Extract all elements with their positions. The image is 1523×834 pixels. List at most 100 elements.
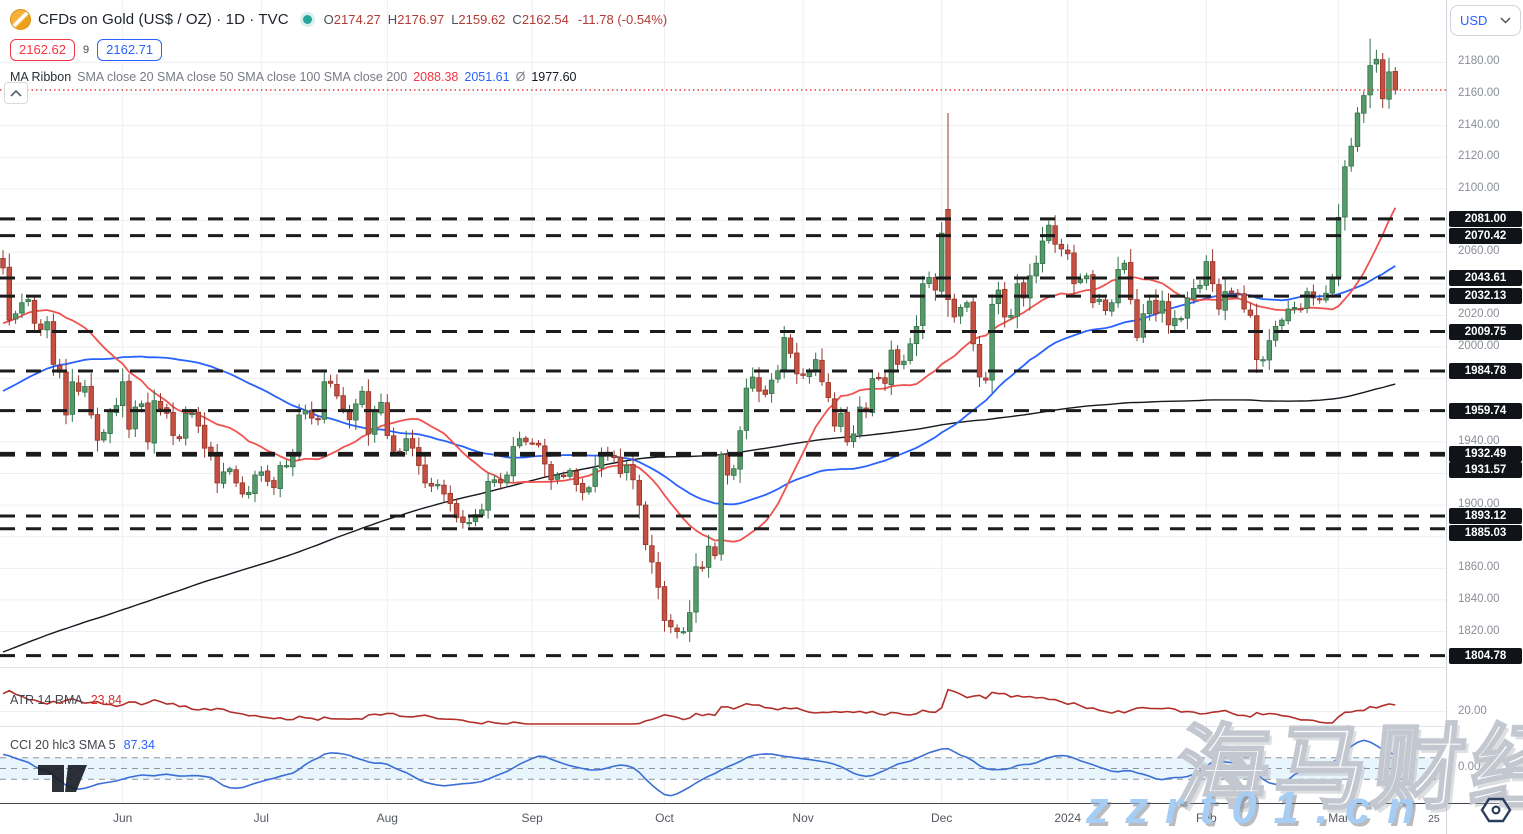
candle-body xyxy=(775,370,781,380)
candle-body xyxy=(151,400,157,444)
candle-body xyxy=(1279,319,1285,326)
candle-body xyxy=(1285,308,1291,322)
candle-body xyxy=(1216,284,1222,310)
sell-button[interactable]: 2162.62 xyxy=(10,38,75,61)
candle-body xyxy=(920,283,926,326)
candle-body xyxy=(1115,269,1121,304)
candle-body xyxy=(447,492,453,504)
price-axis-label: 2100.00 xyxy=(1458,181,1500,194)
price-axis-label: 1900.00 xyxy=(1458,498,1500,511)
candle-body xyxy=(857,406,863,435)
candle-body xyxy=(516,438,523,447)
price-axis-label: 2160.00 xyxy=(1458,87,1500,100)
candle-body xyxy=(44,321,50,331)
candle-body xyxy=(101,431,107,441)
candle-body xyxy=(642,504,649,546)
candle-body xyxy=(831,398,838,427)
candle-body xyxy=(844,411,850,443)
price-axis-label: 2060.00 xyxy=(1458,245,1500,258)
sma200-line xyxy=(2,383,1396,653)
price-level-badge: 1984.78 xyxy=(1449,363,1522,380)
candle-body xyxy=(1247,309,1254,316)
candle-body xyxy=(869,378,876,413)
cci-label: CCI 20 hlc3 SMA 5 xyxy=(10,738,116,752)
candle-body xyxy=(957,307,964,317)
candle-body xyxy=(1096,299,1102,302)
candle-body xyxy=(636,480,642,506)
price-axis-label: 1860.00 xyxy=(1458,561,1500,574)
candle-body xyxy=(334,383,340,397)
symbol-title[interactable]: CFDs on Gold (US$ / OZ) · 1D · TVC xyxy=(38,10,289,28)
candle-body xyxy=(705,545,712,568)
candle-body xyxy=(6,266,12,321)
candle-body xyxy=(624,465,630,473)
time-axis[interactable]: Jun Jul Aug Sep Oct Nov Dec 2024 Feb Mar 25 xyxy=(0,804,1523,834)
candle-body xyxy=(88,385,94,416)
candle-body xyxy=(737,430,743,470)
candle-body xyxy=(1159,300,1165,314)
candle-body xyxy=(365,391,372,435)
chevron-up-icon xyxy=(10,89,22,97)
price-level-badge: 1885.03 xyxy=(1449,524,1522,541)
candle-body xyxy=(554,474,561,480)
candle-body xyxy=(630,464,636,481)
candle-body xyxy=(693,566,699,613)
candle-body xyxy=(107,411,113,434)
ohlc-values: O2174.27 H2176.97 L2159.62 C2162.54 -11.… xyxy=(324,12,668,27)
candle-body xyxy=(800,373,806,376)
cci-legend[interactable]: CCI 20 hlc3 SMA 5 87.34 xyxy=(10,738,155,752)
time-axis-label: Jun xyxy=(113,811,133,825)
candle-body xyxy=(548,464,554,481)
sma200-value: 1977.60 xyxy=(531,70,577,84)
buy-button[interactable]: 2162.71 xyxy=(97,38,163,61)
indicator-legend-row[interactable]: MA Ribbon SMA close 20 SMA close 50 SMA … xyxy=(10,70,667,84)
indicator-name: MA Ribbon xyxy=(10,70,72,84)
candle-body xyxy=(674,627,680,632)
candle-body xyxy=(1392,71,1398,91)
candle-body xyxy=(258,471,264,476)
candle-body xyxy=(1203,261,1209,286)
atr-legend[interactable]: ATR 14 RMA 23.84 xyxy=(10,693,122,707)
candle-body xyxy=(712,546,718,557)
candle-body xyxy=(718,454,724,555)
candle-body xyxy=(787,337,794,354)
candle-body xyxy=(907,343,913,361)
close-label: C xyxy=(512,11,522,27)
time-axis-label: Jul xyxy=(253,811,269,825)
candle-body xyxy=(245,492,252,495)
candle-body xyxy=(1235,292,1241,296)
price-axis[interactable]: USD 2180.00 2160.00 2140.00 2120.00 2100.00 2… xyxy=(1446,0,1523,834)
candle-body xyxy=(371,411,378,435)
candle-body xyxy=(195,411,201,427)
candle-body xyxy=(668,619,674,628)
candle-body xyxy=(592,468,598,487)
tradingview-logo[interactable] xyxy=(38,765,90,794)
candle-body xyxy=(743,387,750,431)
candle-body xyxy=(1027,275,1033,299)
legend-collapse-button[interactable] xyxy=(4,82,28,104)
candle-body xyxy=(510,446,516,477)
candle-body xyxy=(1153,299,1159,315)
candle-body xyxy=(120,381,126,407)
candle-body xyxy=(876,377,882,380)
candle-body xyxy=(1039,240,1046,264)
open-label: O xyxy=(323,11,334,27)
price-level-badge: 1893.12 xyxy=(1449,507,1522,524)
price-level-badge: 2043.61 xyxy=(1449,270,1522,287)
currency-dropdown[interactable]: USD xyxy=(1450,5,1521,36)
candle-body xyxy=(1209,261,1216,285)
candle-body xyxy=(523,437,529,443)
candle-body xyxy=(453,503,460,519)
candle-body xyxy=(838,412,844,427)
low-label: L xyxy=(451,11,459,27)
candle-body xyxy=(939,232,945,292)
price-level-badge: 2009.75 xyxy=(1449,323,1522,340)
candlestick-chart[interactable] xyxy=(0,0,1446,804)
candle-body xyxy=(1266,340,1272,361)
candle-body xyxy=(1380,59,1386,100)
candle-body xyxy=(882,377,888,384)
price-axis-label: 2140.00 xyxy=(1458,118,1500,131)
candle-body xyxy=(264,470,271,482)
open-value: 2174.27 xyxy=(333,11,381,27)
price-level-badge: 1932.49 xyxy=(1449,445,1522,462)
